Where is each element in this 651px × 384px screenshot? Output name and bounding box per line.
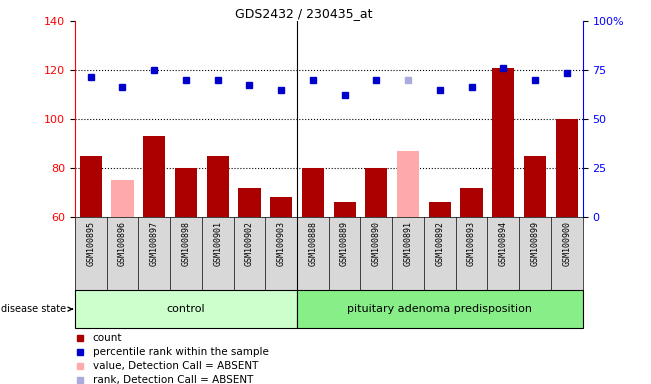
Bar: [492, 68, 514, 217]
Text: GSM100903: GSM100903: [277, 220, 286, 266]
Bar: [206, 156, 229, 217]
Bar: [270, 197, 292, 217]
Bar: [429, 202, 451, 217]
Text: GSM100898: GSM100898: [182, 220, 191, 266]
Bar: [111, 180, 133, 217]
Text: pituitary adenoma predisposition: pituitary adenoma predisposition: [348, 304, 533, 314]
Bar: [397, 151, 419, 217]
Bar: [297, 290, 583, 328]
Bar: [365, 168, 387, 217]
Text: value, Detection Call = ABSENT: value, Detection Call = ABSENT: [92, 361, 258, 371]
Text: GSM100899: GSM100899: [531, 220, 540, 266]
Text: GSM100895: GSM100895: [86, 220, 95, 266]
Text: GSM100897: GSM100897: [150, 220, 159, 266]
Bar: [524, 156, 546, 217]
Text: GSM100891: GSM100891: [404, 220, 413, 266]
Text: GSM100900: GSM100900: [562, 220, 572, 266]
Text: disease state: disease state: [1, 304, 72, 314]
Bar: [175, 168, 197, 217]
Bar: [75, 290, 297, 328]
Text: GSM100889: GSM100889: [340, 220, 349, 266]
Text: GSM100902: GSM100902: [245, 220, 254, 266]
Text: count: count: [92, 333, 122, 343]
Text: GSM100901: GSM100901: [213, 220, 222, 266]
Bar: [143, 136, 165, 217]
Text: GSM100892: GSM100892: [436, 220, 445, 266]
Text: GSM100888: GSM100888: [309, 220, 318, 266]
Text: GSM100893: GSM100893: [467, 220, 476, 266]
Text: control: control: [167, 304, 205, 314]
Bar: [302, 168, 324, 217]
Text: rank, Detection Call = ABSENT: rank, Detection Call = ABSENT: [92, 375, 253, 384]
Bar: [460, 188, 482, 217]
Text: GSM100896: GSM100896: [118, 220, 127, 266]
Text: GSM100890: GSM100890: [372, 220, 381, 266]
Bar: [79, 156, 102, 217]
Bar: [238, 188, 260, 217]
Title: GDS2432 / 230435_at: GDS2432 / 230435_at: [234, 7, 372, 20]
Bar: [556, 119, 578, 217]
Bar: [333, 202, 355, 217]
Text: GSM100894: GSM100894: [499, 220, 508, 266]
Text: percentile rank within the sample: percentile rank within the sample: [92, 347, 268, 357]
